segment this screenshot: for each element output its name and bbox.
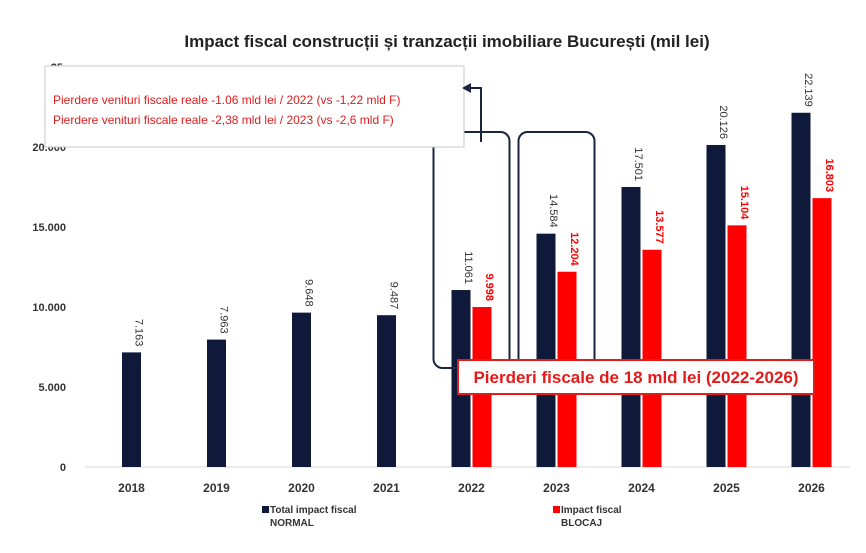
note-line: Pierdere venituri fiscale reale -1.06 ml…	[53, 93, 400, 107]
data-label-blocaj-2024: 13.577	[653, 210, 665, 244]
legend-label: NORMAL	[270, 518, 314, 529]
x-tick-label: 2024	[628, 481, 655, 495]
note-arrow-head	[462, 83, 471, 93]
x-axis-ticks: 2018 2019 2020 2021 2022 2023 2024 2025 2026	[118, 481, 825, 495]
bar-normal-2018	[122, 352, 141, 467]
data-label-blocaj-2025: 15.104	[738, 186, 750, 221]
note-arrow-line	[470, 87, 482, 142]
callout-box: Pierderi fiscale de 18 mld lei (2022-202…	[457, 359, 815, 395]
data-label-blocaj-2026: 16.803	[823, 158, 835, 192]
bar-blocaj-2025	[727, 225, 747, 467]
note-frame	[44, 65, 465, 148]
legend-swatch-1	[262, 506, 269, 513]
x-tick-label: 2021	[373, 481, 400, 495]
data-label-normal-2021: 9.487	[388, 282, 400, 310]
data-label-normal-2026: 22.139	[802, 73, 814, 107]
y-tick-label: 15.000	[32, 222, 66, 234]
data-label-blocaj-2023: 12.204	[568, 232, 580, 267]
x-tick-label: 2020	[288, 481, 315, 495]
x-tick-label: 2019	[203, 481, 230, 495]
y-tick-label: 10.000	[32, 302, 66, 314]
callout-text: Pierderi fiscale de 18 mld lei (2022-202…	[473, 368, 798, 387]
note-line: Pierdere venituri fiscale reale -2,38 ml…	[53, 113, 394, 127]
data-label-normal-2019: 7.963	[218, 306, 230, 334]
x-tick-label: 2022	[458, 481, 485, 495]
data-label-normal-2022: 11.061	[462, 251, 474, 284]
x-tick-label: 2026	[798, 481, 825, 495]
legend-label: BLOCAJ	[561, 518, 602, 529]
legend-label: Total impact fiscal	[270, 505, 357, 516]
chart-title: Impact fiscal construcții și tranzacții …	[184, 32, 709, 51]
bar-blocaj-2026	[812, 198, 832, 468]
y-tick-label: 0	[60, 462, 66, 474]
bar-normal-2021	[377, 315, 396, 467]
data-label-normal-2020: 9.648	[303, 279, 315, 307]
bar-normal-2020	[292, 312, 311, 467]
legend-swatch-2	[553, 506, 560, 513]
data-label-normal-2018: 7.163	[133, 319, 145, 347]
bar-normal-2026	[791, 112, 811, 467]
data-label-normal-2025: 20.126	[717, 105, 729, 139]
x-tick-label: 2023	[543, 481, 570, 495]
data-label-blocaj-2022: 9.998	[483, 274, 495, 302]
x-tick-label: 2018	[118, 481, 145, 495]
y-tick-label: 5.000	[38, 382, 66, 394]
bar-blocaj-2024	[642, 249, 662, 467]
note-box: Pierdere venituri fiscale reale -1.06 ml…	[44, 65, 482, 148]
highlight-box-2023	[517, 131, 596, 369]
bar-normal-2019	[207, 339, 226, 467]
legend-label: Impact fiscal	[561, 505, 622, 516]
legend: Total impact fiscal NORMAL Impact fiscal BL…	[262, 505, 622, 529]
callout-frame	[457, 359, 815, 395]
bars: 7.163 7.963 9.648 9.487 11.061 9.998 14.584 12.…	[122, 73, 835, 468]
data-label-normal-2023: 14.584	[547, 194, 559, 228]
x-tick-label: 2025	[713, 481, 740, 495]
bar-normal-2023	[536, 233, 556, 467]
highlight-box-2022	[432, 131, 511, 369]
bar-normal-2024	[621, 186, 641, 467]
data-label-normal-2024: 17.501	[632, 147, 644, 181]
bar-normal-2025	[706, 144, 726, 467]
